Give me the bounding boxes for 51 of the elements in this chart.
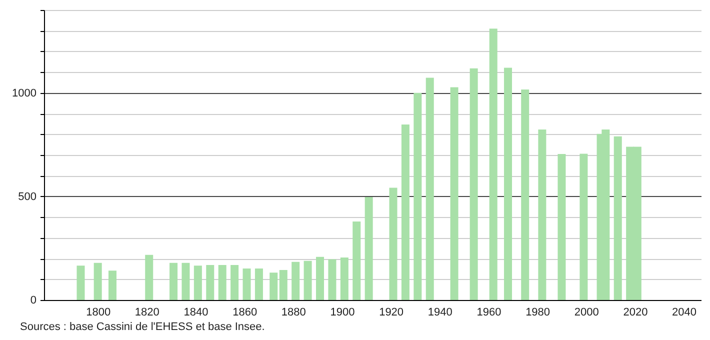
- bar: [292, 262, 300, 300]
- bar: [389, 188, 398, 300]
- bar: [316, 256, 324, 300]
- bar: [538, 130, 546, 300]
- x-tick-label: 1980: [526, 306, 550, 318]
- bar: [94, 262, 102, 300]
- bar: [254, 268, 263, 300]
- bar: [76, 266, 85, 300]
- bar: [242, 268, 251, 300]
- x-tick-label: 1900: [330, 306, 355, 318]
- y-tick-label: 0: [30, 294, 36, 306]
- x-tick-label: 2040: [672, 306, 697, 318]
- bar: [170, 262, 178, 300]
- bar: [521, 90, 530, 300]
- bar: [614, 136, 622, 300]
- x-tick-label: 1800: [86, 306, 111, 318]
- x-tick-label: 1820: [134, 306, 160, 318]
- bar: [230, 264, 239, 300]
- bar: [352, 221, 361, 300]
- x-tick-label: 1940: [428, 306, 452, 318]
- bar: [504, 68, 512, 300]
- x-tick-label: 2020: [623, 306, 648, 318]
- bar: [401, 124, 410, 300]
- bar: [279, 270, 288, 300]
- bar: [194, 266, 202, 300]
- source-note: Sources : base Cassini de l'EHESS et base Insee.: [20, 321, 265, 333]
- bar: [270, 272, 278, 300]
- x-tick-label: 1960: [476, 306, 502, 318]
- x-tick-label: 1840: [184, 306, 208, 318]
- bar: [489, 28, 498, 300]
- bar: [340, 258, 348, 300]
- bar: [218, 264, 226, 300]
- bar: [304, 260, 312, 300]
- bar: [426, 78, 434, 300]
- bar: [580, 154, 588, 300]
- bar: [206, 264, 214, 300]
- x-tick-label: 1880: [281, 306, 306, 318]
- bar: [558, 154, 566, 300]
- y-tick-label: 1000: [12, 87, 36, 100]
- bar: [328, 259, 336, 300]
- bar: [182, 262, 190, 300]
- bar: [470, 68, 478, 300]
- y-tick-label: 500: [18, 190, 36, 203]
- bar: [364, 197, 373, 300]
- bar: [450, 87, 458, 300]
- bar: [108, 270, 116, 300]
- bar: [145, 254, 154, 300]
- x-tick-label: 1920: [379, 306, 404, 318]
- bar: [414, 92, 422, 300]
- x-tick-label: 1860: [232, 306, 258, 318]
- x-tick-label: 2000: [574, 306, 599, 318]
